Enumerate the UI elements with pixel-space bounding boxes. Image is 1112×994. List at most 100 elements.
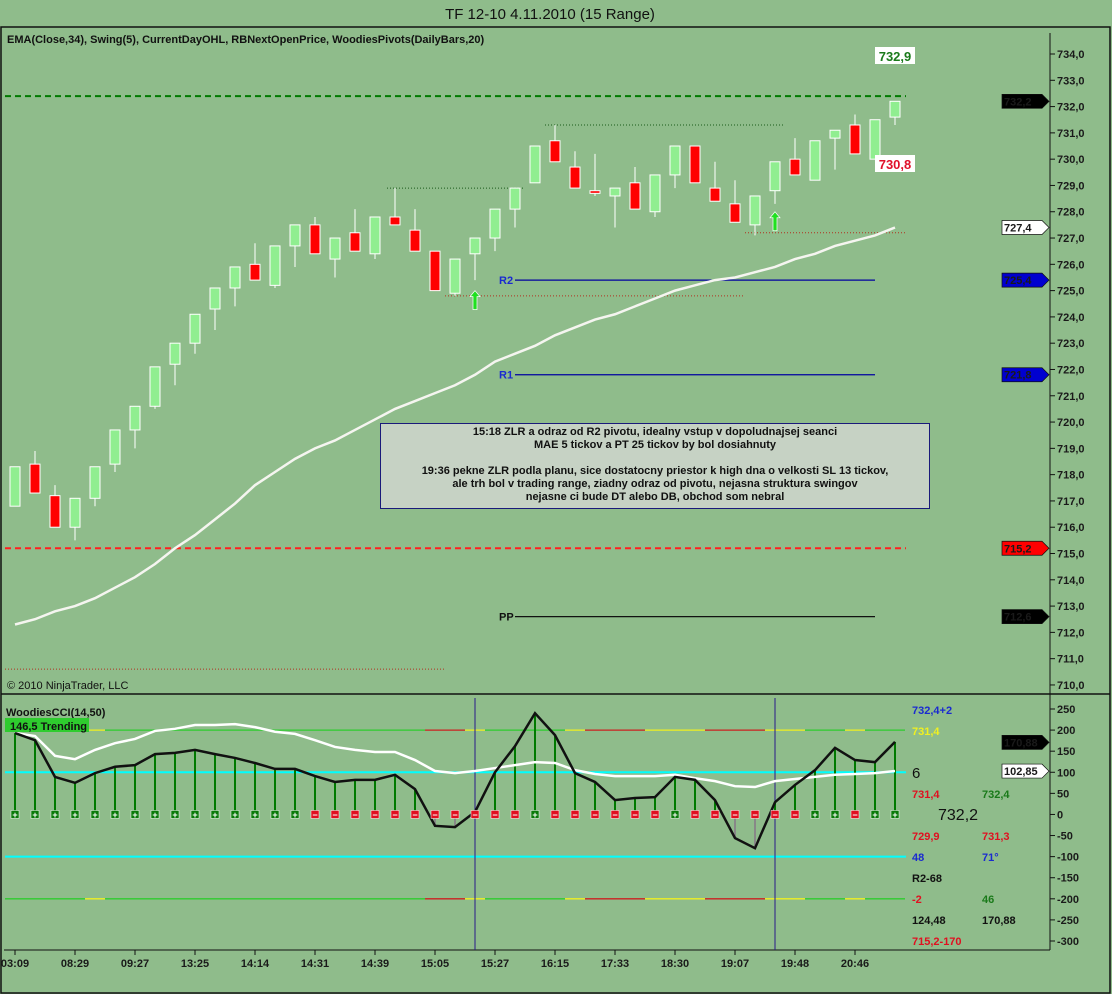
note-line: 19:36 pekne ZLR podla planu, sice dostat… [421,465,889,477]
cci-minus-marker [390,810,400,819]
price-marker: 732,2 [1001,93,1050,109]
cci-minus-marker [770,810,780,819]
candle [589,153,601,196]
candle-body [109,429,121,465]
side-value-8b: 170,88 [982,915,1016,927]
cci-side-panel: 732,4+2 731,4 6 731,4 732,4 732,2 729,9 … [912,705,1016,948]
candle [889,100,901,125]
side-value-8a: 124,48 [912,915,946,927]
candle [789,138,801,176]
plus-icon: + [192,810,197,820]
price-marker: 721,8 [1001,367,1050,383]
cci-tick-label: 150 [1057,746,1075,758]
side-value-2: 731,4 [912,726,940,738]
candle-body [29,463,41,494]
cci-tick-label: 0 [1057,809,1063,821]
cci-plus-marker [150,810,160,819]
time-tick-label: 20:46 [841,958,869,970]
cci-plus-marker [10,810,20,819]
pivot-r2-label: R2 [499,275,513,287]
price-tick-label: 720,0 [1057,417,1085,429]
candle-body [229,266,241,289]
candle [569,151,581,189]
candle [669,145,681,189]
price-tick-label: 734,0 [1057,49,1085,61]
price-marker-bg [1001,272,1050,288]
side-count: 6 [912,765,920,782]
price-marker: 725,4 [1001,272,1050,288]
candle-body [389,216,401,226]
candle-body [549,140,561,163]
indicators-label: EMA(Close,34), Swing(5), CurrentDayOHL, … [7,34,485,46]
cci-minus-marker [570,810,580,819]
side-value-5b: 71° [982,852,999,864]
cci-plus-marker [30,810,40,819]
price-tick-label: 724,0 [1057,312,1085,324]
pivot-r1-label: R1 [499,370,513,382]
candle-body [469,237,481,255]
price-marker-bg [1001,220,1050,235]
minus-icon: − [332,810,337,820]
tcci-line [14,722,896,789]
cci-plus-marker [110,810,120,819]
price-marker-bg [1001,609,1050,624]
candle [349,209,361,252]
candle-body [889,100,901,118]
candle-body [729,203,741,223]
candle-body [809,140,821,181]
cci-marker-text: 170,88 [1004,737,1038,749]
candle-body [869,119,881,160]
cci-marker: 170,88 [1001,735,1050,750]
price-tick-label: 711,0 [1057,654,1084,666]
cci-minus-marker [710,810,720,819]
next-open-high-box [875,47,915,64]
candle [209,287,221,331]
candle [769,161,781,204]
cci-title: WoodiesCCI(14,50) [6,707,106,719]
minus-icon: − [852,810,857,820]
price-marker-bg [1001,540,1050,556]
plus-icon: + [812,810,817,820]
side-value-3b: 732,4 [982,789,1010,801]
candle-body [169,342,181,365]
candle-body [829,129,841,139]
cci-plus-marker [90,810,100,819]
candle [689,145,701,184]
price-marker-text: 712,6 [1004,612,1032,624]
candle-body [669,145,681,176]
side-value-4a: 729,9 [912,831,940,843]
plus-icon: + [92,810,97,820]
plus-icon: + [292,810,297,820]
side-value-9: 715,2-170 [912,936,962,948]
time-tick-label: 03:09 [1,958,29,970]
candle-body [449,258,461,294]
candle-body [489,208,501,239]
price-tick-label: 716,0 [1057,522,1085,534]
cci-tick-label: -250 [1057,915,1079,927]
cci-minus-marker [410,810,420,819]
cci-panel: + + + + + + + + + + + + + + + − − − − − − − − − − − + − − − − − − + − − − − − −… [5,698,906,950]
cci-tick-label: 250 [1057,704,1075,716]
ema-line [14,226,896,626]
cci-plus-marker [670,810,680,819]
cci-minus-marker [430,810,440,819]
minus-icon: − [352,810,357,820]
candle [829,129,841,170]
minus-icon: − [792,810,797,820]
candle-body [329,237,341,260]
plus-icon: + [832,810,837,820]
cci-marker: 102,85 [1001,763,1050,779]
price-marker-text: 727,4 [1004,223,1032,235]
cci-minus-marker [790,810,800,819]
plus-icon: + [212,810,217,820]
price-tick-label: 727,0 [1057,233,1085,245]
time-tick-label: 17:33 [601,958,629,970]
long-signal-arrow-icon [469,290,481,310]
outer-border [0,26,1111,994]
candle-body [509,187,521,210]
cci-marker-bg [1001,735,1050,750]
candle [69,497,81,541]
price-marker: 715,2 [1001,540,1050,556]
candle [389,188,401,226]
next-open-low-label: 730,8 [879,157,912,172]
